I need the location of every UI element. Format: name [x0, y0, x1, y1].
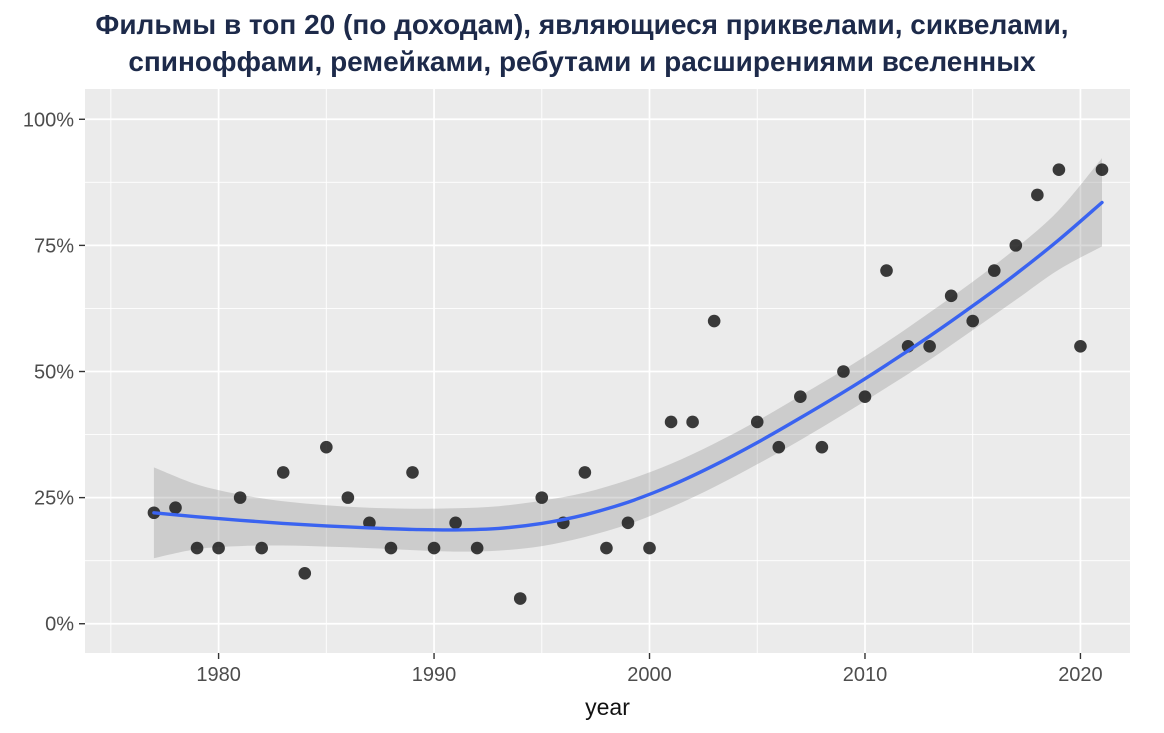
data-point: [384, 541, 398, 555]
data-point: [1052, 163, 1066, 176]
trend-line: [152, 200, 1104, 532]
data-point: [600, 541, 613, 555]
data-point: [664, 415, 678, 429]
x-axis-tick-label: 2010: [843, 664, 888, 686]
x-axis-tick-label: 2000: [627, 664, 672, 686]
y-axis-tick-label: 25%: [34, 488, 74, 510]
data-point: [190, 541, 204, 555]
data-point: [578, 466, 592, 479]
y-axis-tick-label: 100%: [23, 109, 74, 131]
data-point: [427, 541, 441, 555]
data-point: [1009, 238, 1023, 252]
data-point: [1031, 188, 1044, 202]
data-point: [837, 365, 850, 378]
data-point: [772, 440, 786, 454]
chart-title-line-2: спиноффами, ремейками, ребутами и расшир…: [128, 45, 1036, 77]
x-axis-tick-label: 1980: [196, 664, 241, 686]
data-point: [686, 415, 699, 429]
data-point: [212, 541, 225, 555]
data-point: [233, 491, 247, 504]
data-point: [1095, 163, 1109, 176]
data-point: [449, 516, 462, 530]
data-point: [858, 390, 872, 403]
chart-title: Фильмы в топ 20 (по доходам), являющиеся…: [0, 0, 1164, 81]
x-axis-tick-label: 2020: [1058, 664, 1103, 686]
confidence-band: [153, 158, 1102, 559]
y-axis-tick-label: 75%: [34, 235, 74, 257]
data-point: [276, 466, 290, 479]
data-point: [255, 541, 268, 555]
data-point: [341, 491, 355, 504]
data-point: [621, 516, 635, 530]
data-point: [815, 440, 829, 454]
chart-title-line-1: Фильмы в топ 20 (по доходам), являющиеся…: [95, 9, 1069, 40]
data-point: [513, 592, 527, 605]
data-point: [966, 314, 980, 328]
data-point: [363, 516, 376, 530]
chart: 0% 25% 50% 75% 100% 1980 1990 2000 2010 2020 year: [0, 81, 1164, 727]
data-point: [707, 314, 721, 328]
x-axis-title: year: [585, 694, 630, 720]
data-point: [406, 466, 419, 479]
data-point: [1074, 339, 1087, 353]
data-point: [298, 566, 312, 580]
y-axis-tick-label: 50%: [34, 361, 74, 383]
y-axis-tick-label: 0%: [45, 614, 74, 636]
chart-svg: 0% 25% 50% 75% 100% 1980 1990 2000 2010 2020 year: [23, 88, 1130, 720]
data-point: [643, 541, 656, 555]
x-axis-tick-label: 1990: [412, 664, 457, 686]
data-point: [470, 541, 484, 555]
data-point: [169, 501, 182, 514]
data-point: [794, 390, 807, 403]
data-point: [750, 415, 764, 429]
data-point: [880, 264, 893, 277]
data-point: [320, 440, 333, 454]
data-point: [944, 289, 958, 303]
data-point: [535, 491, 549, 504]
data-point: [923, 339, 936, 353]
data-point: [987, 264, 1001, 277]
